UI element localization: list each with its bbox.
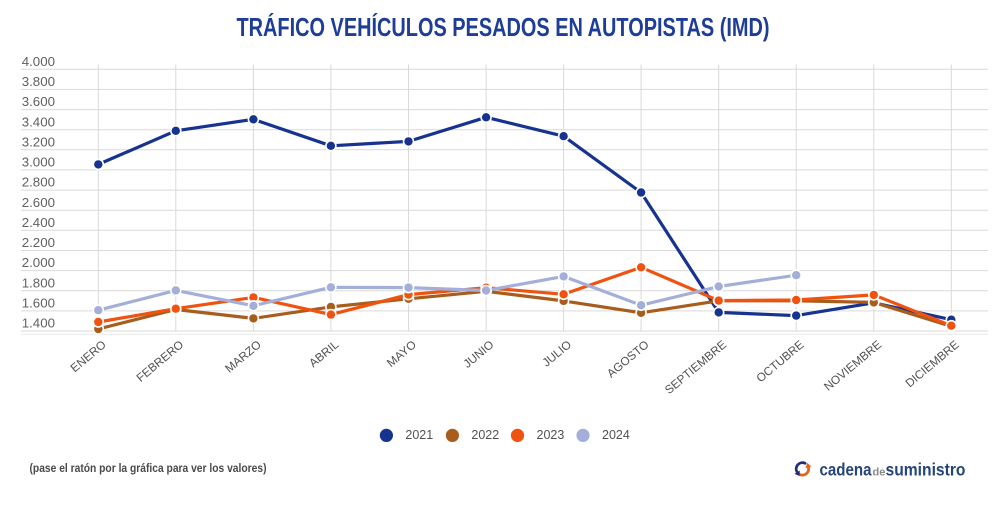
svg-text:2.200: 2.200 — [22, 235, 55, 250]
svg-text:3.400: 3.400 — [22, 114, 55, 129]
svg-text:2022: 2022 — [471, 428, 499, 442]
svg-text:3.000: 3.000 — [22, 155, 55, 170]
svg-text:1.400: 1.400 — [22, 316, 55, 331]
svg-text:3.600: 3.600 — [22, 94, 55, 109]
svg-text:cadena: cadena — [820, 460, 872, 480]
svg-text:de: de — [873, 467, 886, 479]
svg-text:4.000: 4.000 — [22, 54, 55, 69]
svg-text:2.800: 2.800 — [22, 175, 55, 190]
svg-text:2.400: 2.400 — [22, 215, 55, 230]
svg-text:2021: 2021 — [405, 428, 433, 442]
svg-text:1.800: 1.800 — [22, 275, 55, 290]
svg-text:2.600: 2.600 — [22, 195, 55, 210]
svg-text:TRÁFICO VEHÍCULOS PESADOS EN A: TRÁFICO VEHÍCULOS PESADOS EN AUTOPISTAS … — [237, 12, 770, 42]
svg-text:3.200: 3.200 — [22, 134, 55, 149]
svg-text:(pase el ratón por la gráfica: (pase el ratón por la gráfica para ver l… — [30, 461, 267, 475]
svg-text:3.800: 3.800 — [22, 74, 55, 89]
svg-text:2024: 2024 — [602, 428, 630, 442]
svg-text:2023: 2023 — [537, 428, 565, 442]
svg-text:suministro: suministro — [886, 460, 966, 480]
svg-text:1.600: 1.600 — [22, 296, 55, 311]
svg-text:2.000: 2.000 — [22, 255, 55, 270]
